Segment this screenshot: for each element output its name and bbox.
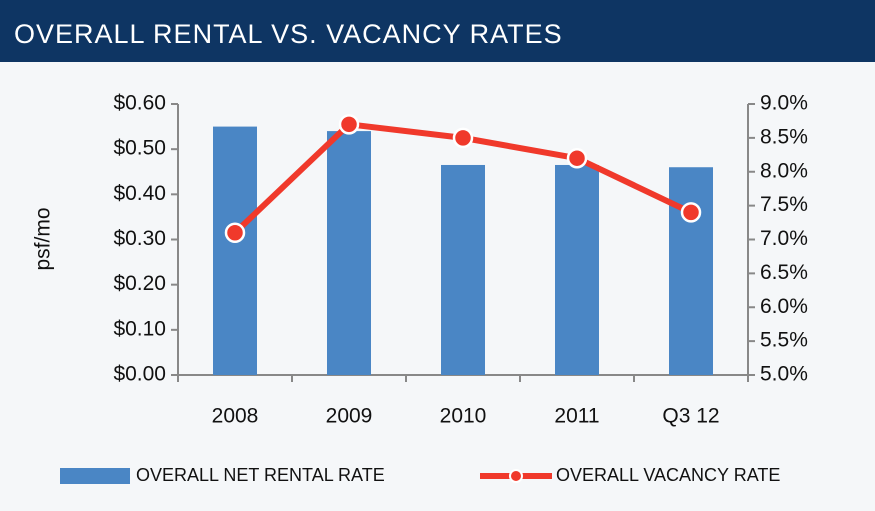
line-marker [566,147,588,169]
x-tick-label: Q3 12 [662,405,719,428]
x-tick-label: 2011 [554,405,599,428]
y2-tick-label: 7.5% [760,193,808,216]
y2-tick-label: 5.0% [760,363,808,386]
y-tick-label: $0.60 [113,92,166,115]
legend-label: OVERALL NET RENTAL RATE [136,465,385,485]
y-axis-label: psf/mo [32,207,55,270]
legend-swatch [60,468,130,484]
line-marker [680,202,702,223]
bar [555,164,599,375]
x-tick-label: 2009 [326,405,373,428]
line-marker [338,114,360,135]
bar [669,167,713,375]
x-tick-label: 2010 [440,405,487,428]
bar [213,126,257,375]
legend-label: OVERALL VACANCY RATE [556,465,780,485]
y-tick-label: $0.10 [113,317,166,340]
x-tick-label: 2008 [212,405,259,428]
line-marker [224,222,246,243]
y-tick-label: $0.40 [113,182,166,205]
bar [327,131,371,375]
legend-marker [509,469,523,483]
y-tick-label: $0.50 [113,137,166,160]
y2-tick-label: 7.0% [760,227,808,250]
title-bar [0,0,875,62]
y-tick-label: $0.20 [113,272,166,295]
y-tick-label: $0.30 [113,227,166,250]
chart-title: OVERALL RENTAL VS. VACANCY RATES [14,19,563,49]
y2-tick-label: 8.5% [760,125,808,148]
y-tick-label: $0.00 [113,363,166,386]
line-marker [452,127,474,149]
bar [441,164,485,375]
y2-tick-label: 9.0% [760,92,808,115]
y2-tick-label: 8.0% [760,159,808,182]
y2-tick-label: 6.0% [760,295,808,318]
y2-tick-label: 6.5% [760,261,808,284]
y2-tick-label: 5.5% [760,329,808,352]
